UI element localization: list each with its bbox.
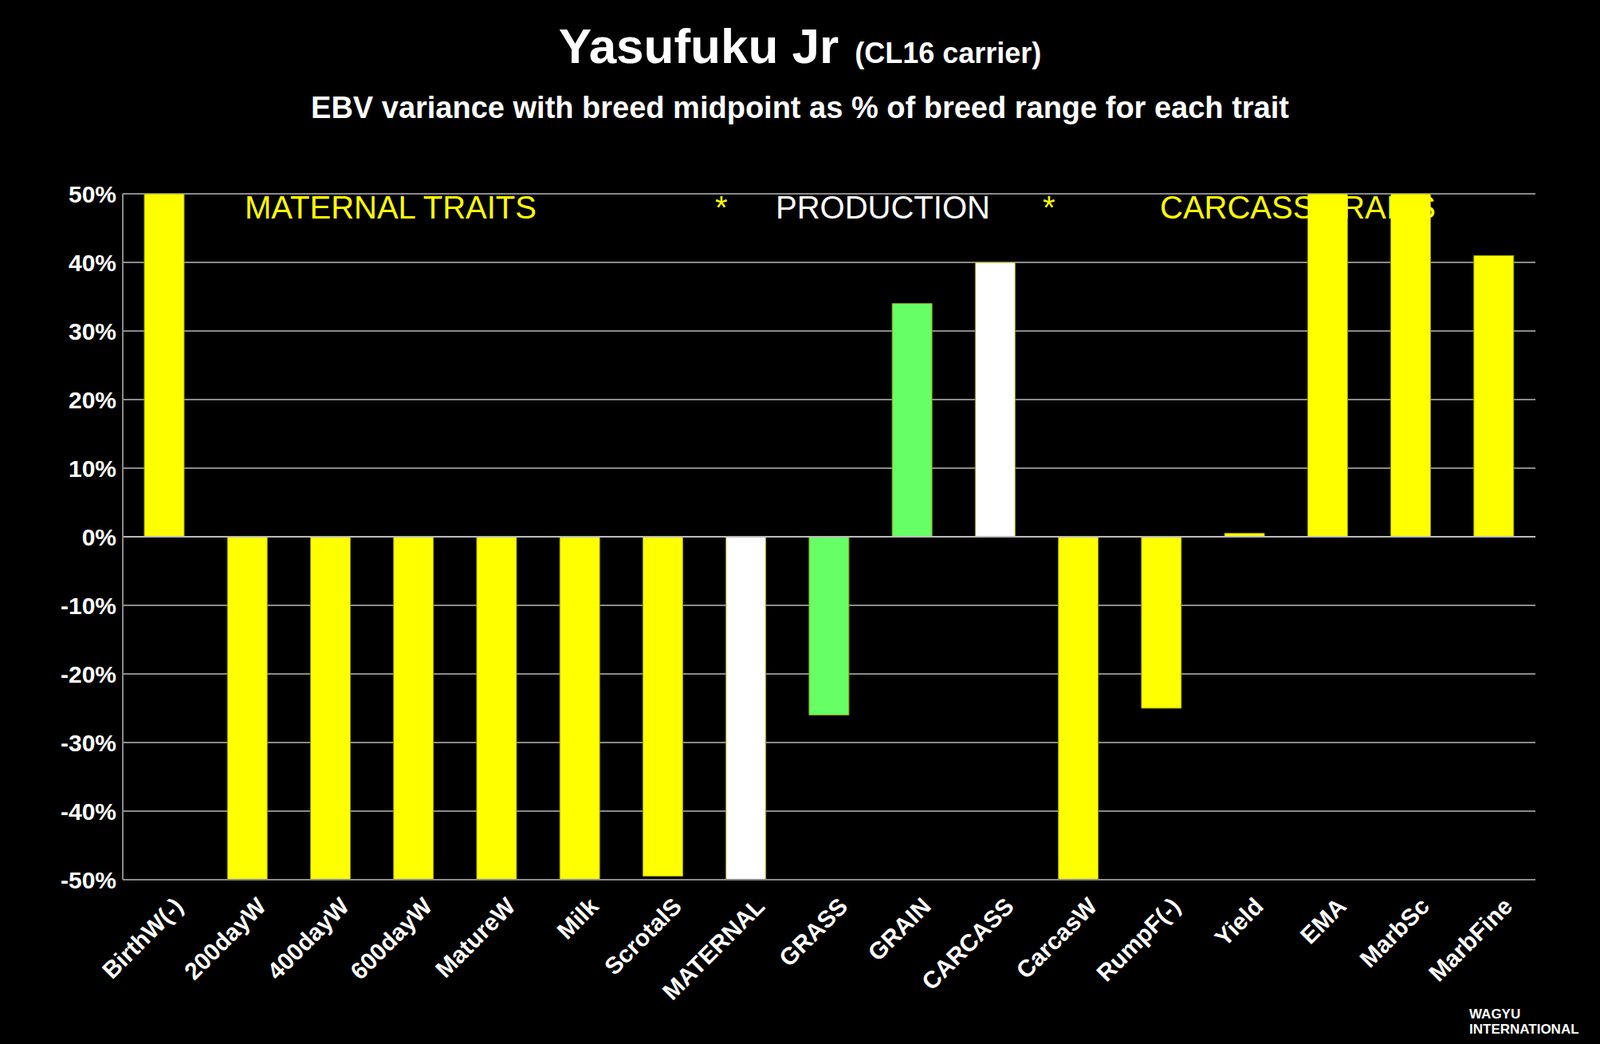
html-text:WAGYU INTERNATIONAL: WAGYU INTERNATIONAL (1469, 1006, 1579, 1037)
svg-text:ScrotalS: ScrotalS (599, 892, 687, 979)
svg-text:0%: 0% (82, 523, 117, 551)
html-text:Yasufuku Jr (CL16 carrier): Yasufuku Jr (CL16 carrier) (558, 18, 1042, 74)
svg-text:-10%: -10% (60, 592, 117, 619)
svg-text:40%: 40% (68, 249, 117, 276)
svg-text:-20%: -20% (60, 660, 117, 688)
svg-text:Milk: Milk (551, 892, 604, 944)
svg-text:Yield: Yield (1209, 892, 1268, 951)
svg-text:MarbFine: MarbFine (1423, 892, 1518, 987)
svg-text:-30%: -30% (60, 729, 117, 756)
html-text:EBV variance with breed midpoi: EBV variance with breed midpoint as % of… (310, 90, 1290, 125)
html-text:CARCASS TRAITS: CARCASS TRAITS (1159, 189, 1436, 225)
svg-text:MATERNAL: MATERNAL (656, 892, 770, 1005)
svg-text:CARCASS: CARCASS (916, 892, 1019, 995)
svg-text:GRAIN: GRAIN (862, 892, 936, 966)
svg-text:RumpF(-): RumpF(-) (1091, 892, 1186, 987)
svg-text:-40%: -40% (60, 798, 117, 825)
html-text:MATERNAL TRAITS: MATERNAL TRAITS (244, 189, 537, 225)
svg-text:MarbSc: MarbSc (1354, 892, 1435, 972)
svg-text:BirthW(-): BirthW(-) (97, 892, 189, 983)
svg-text:-50%: -50% (60, 866, 117, 893)
svg-text:30%: 30% (68, 318, 117, 345)
svg-text:400dayW: 400dayW (262, 892, 355, 985)
svg-text:200dayW: 200dayW (179, 892, 272, 985)
svg-text:CarcasW: CarcasW (1010, 892, 1103, 984)
svg-text:10%: 10% (68, 455, 117, 482)
svg-text:600dayW: 600dayW (345, 892, 438, 985)
svg-text:20%: 20% (68, 386, 117, 413)
svg-text:MatureW: MatureW (430, 892, 521, 983)
svg-text:50%: 50% (68, 180, 117, 208)
svg-text:EMA: EMA (1294, 892, 1351, 948)
html-text:PRODUCTION: PRODUCTION (775, 189, 991, 225)
svg-text:GRASS: GRASS (774, 892, 854, 972)
